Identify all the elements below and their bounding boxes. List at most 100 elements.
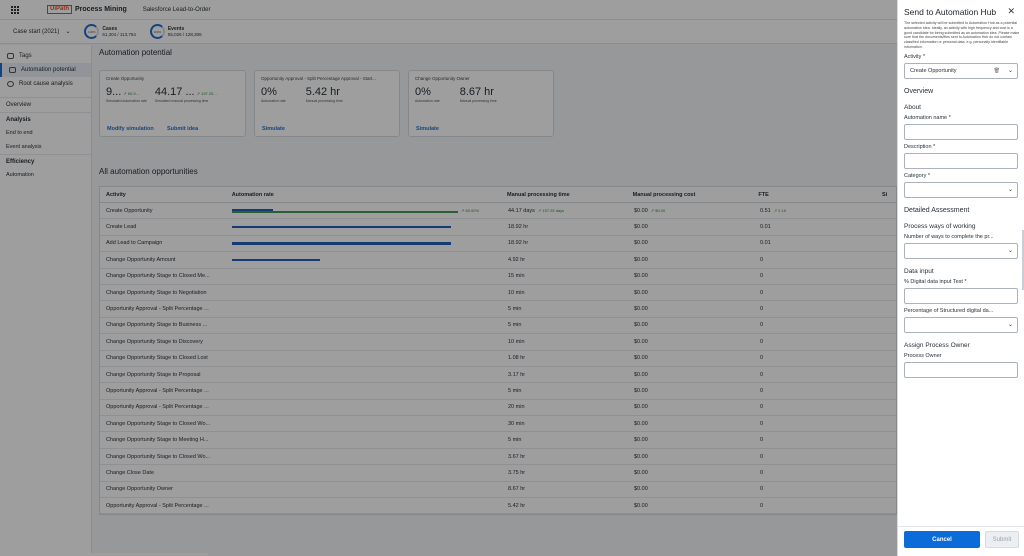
table-row[interactable]: Change Opportunity Stage to Business ...… (100, 318, 896, 335)
sidebar-item-tags[interactable]: Tags (0, 49, 91, 63)
table-row[interactable]: Create Lead 18.92 hr $0.00 0.01 (100, 219, 896, 236)
activity-select[interactable]: Create Opportunity 🗑 ⌄ (904, 62, 1018, 79)
column-header-si[interactable]: Si (882, 191, 888, 198)
fte-delta: ↗ 2.15 (773, 207, 786, 213)
table-row[interactable]: Change Opportunity Amount 4.92 hr $0.00 0 (100, 252, 896, 269)
apps-grid-icon[interactable] (11, 5, 19, 14)
table-row[interactable]: Change Opportunity Stage to Closed Me...… (100, 269, 896, 285)
column-header-fte[interactable]: FTE (758, 191, 769, 198)
events-donut-icon: 100% (149, 24, 165, 39)
trash-icon[interactable]: 🗑 (993, 67, 1000, 74)
processing-cost-cell: $0.00 (628, 421, 754, 427)
activity-value: Create Opportunity (910, 67, 957, 74)
opportunity-card[interactable]: Create Opportunity 9... ↗ 60.9... Simulate… (99, 70, 246, 137)
rate-bar-track (232, 225, 458, 229)
sidebar-overview[interactable]: Overview (0, 97, 91, 112)
sidebar-section-efficiency[interactable]: Efficiency (0, 154, 91, 168)
table-row[interactable]: Change Opportunity Stage to Meeting H...… (100, 432, 896, 449)
events-value: 55,026 / 128,306 (167, 31, 202, 37)
processing-cost-cell: $0.00 (628, 339, 754, 345)
drawer-scrollbar[interactable] (1022, 230, 1024, 290)
modify-simulation-link[interactable]: Modify simulation (107, 126, 154, 132)
sidebar: Tags Automation potential Root cause ana… (0, 45, 92, 556)
column-header-processing-cost[interactable]: Manual processing cost (632, 191, 696, 198)
fte-value: 0 (760, 420, 764, 427)
activity-cell: Opportunity Approval - Split Percentage … (106, 502, 209, 509)
card-value: 9... (106, 86, 122, 98)
automation-hub-drawer: Send to Automation Hub ✕ The selected ac… (897, 0, 1024, 556)
fte-value: 0 (760, 371, 764, 378)
opportunity-card[interactable]: Opportunity Approval - Split Percentage … (254, 70, 400, 137)
table-row[interactable]: Change Opportunity Stage to Closed Wo...… (100, 449, 896, 466)
table-row[interactable]: Opportunity Approval - Split Percentage … (100, 383, 896, 400)
opportunity-card[interactable]: Change Opportunity Owner 0% Automation ra… (408, 70, 554, 137)
rate-bar-track (232, 455, 458, 458)
table-row[interactable]: Change Opportunity Stage to Closed Lost 1… (100, 351, 896, 367)
table-row[interactable]: Opportunity Approval - Split Percentage … (100, 498, 896, 515)
category-select[interactable]: ⌄ (904, 181, 1018, 198)
description-field[interactable] (904, 152, 1018, 169)
page-title: Automation potential (99, 48, 172, 57)
automation-rate-cell (226, 400, 502, 415)
rate-bar-track (232, 308, 458, 311)
time-value: 5.42 hr (508, 502, 526, 509)
activity-cell: Change Opportunity Stage to Closed Me... (106, 273, 210, 280)
processing-time-cell: 5 min (502, 306, 628, 312)
table-row[interactable]: Create Opportunity ↗ 60.92% 44.17 days ↗ 19… (100, 203, 896, 220)
case-start-selector[interactable]: Case start (2021) ⌄ (13, 28, 70, 36)
processing-time-cell: 3.67 hr (502, 454, 628, 460)
fte-value: 0 (760, 486, 764, 493)
table-row[interactable]: Opportunity Approval - Split Percentage … (100, 301, 896, 318)
processing-time-cell: 4.92 hr (502, 257, 628, 263)
drawer-note: The selected activity will be submitted … (904, 21, 1020, 49)
table-row[interactable]: Change Opportunity Stage to Closed Wo...… (100, 416, 896, 433)
events-stat: Events 55,026 / 128,306 (168, 26, 202, 38)
fte-value: 0 (760, 338, 764, 345)
table-row[interactable]: Add Lead to Campaign 18.92 hr $0.00 0.01 (100, 236, 896, 253)
sidebar-item-end-to-end[interactable]: End to end (6, 130, 33, 136)
sidebar-item-root-cause[interactable]: Root cause analysis (0, 77, 91, 91)
column-header-activity[interactable]: Activity (106, 191, 126, 198)
processing-cost-cell: $0.00 (628, 355, 754, 361)
digital-data-field[interactable] (904, 287, 1018, 304)
horizontal-scrollbar[interactable] (25, 553, 208, 556)
processing-cost-cell: $0.00 (628, 437, 754, 443)
automation-name-field[interactable] (904, 123, 1018, 140)
sidebar-item-automation-potential[interactable]: Automation potential (0, 63, 91, 77)
activity-cell: Change Close Date (106, 469, 155, 476)
simulate-link[interactable]: Simulate (262, 126, 285, 132)
table-row[interactable]: Change Close Date 3.75 hr $0.00 0 (100, 465, 896, 482)
about-heading: About (904, 103, 921, 111)
app-title[interactable]: Salesforce Lead-to-Order (142, 6, 211, 13)
process-owner-field[interactable] (904, 361, 1018, 378)
sidebar-section-analysis[interactable]: Analysis (0, 112, 91, 126)
fte-cell: 0 (754, 306, 880, 312)
structured-data-select[interactable]: ⌄ (904, 316, 1018, 333)
sidebar-item-event-analysis[interactable]: Event analysis (6, 144, 42, 150)
table-row[interactable]: Change Opportunity Stage to Proposal 3.17… (100, 367, 896, 384)
close-icon[interactable]: ✕ (1007, 6, 1015, 16)
fte-value: 0 (760, 306, 764, 313)
table-row[interactable]: Opportunity Approval - Split Percentage … (100, 400, 896, 417)
cost-value: $0.00 (634, 240, 648, 247)
column-header-processing-time[interactable]: Manual processing time (506, 191, 570, 198)
table-row[interactable]: Change Opportunity Stage to Negotiation 1… (100, 285, 896, 302)
cost-value: $0.00 (634, 437, 648, 444)
cancel-button[interactable]: Cancel (904, 531, 980, 548)
cost-value: $0.00 (634, 420, 648, 427)
simulate-link[interactable]: Simulate (416, 126, 439, 132)
ways-select[interactable]: ⌄ (904, 242, 1018, 259)
submit-button[interactable]: Submit (985, 531, 1019, 548)
sidebar-item-automation[interactable]: Automation (6, 172, 34, 178)
processing-cost-cell: $0.00 (628, 322, 754, 328)
automation-name-label: Automation name * (904, 114, 951, 121)
processing-time-cell: 3.17 hr (502, 372, 628, 378)
automation-rate-cell (226, 334, 502, 349)
drawer-footer: Cancel Submit (898, 526, 1024, 556)
table-row[interactable]: Change Opportunity Owner 8.67 hr $0.00 0 (100, 482, 896, 499)
processing-cost-cell: $0.00 (628, 486, 754, 492)
column-header-automation-rate[interactable]: Automation rate (231, 191, 274, 198)
submit-idea-link[interactable]: Submit idea (167, 126, 199, 132)
processing-cost-cell: $0.00 (628, 273, 754, 279)
table-row[interactable]: Change Opportunity Stage to Discovery 10 … (100, 334, 896, 351)
